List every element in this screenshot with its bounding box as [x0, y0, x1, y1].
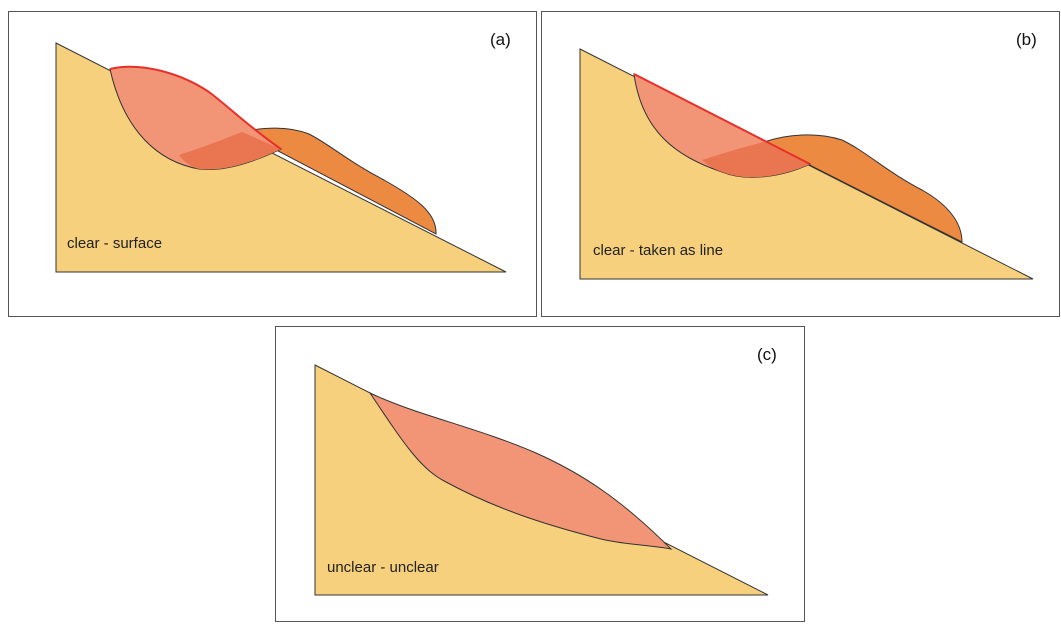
- panel-c-diagram: unclear - unclear: [314, 364, 769, 596]
- panel-a-diagram: clear - surface: [55, 42, 507, 273]
- panel-a: clear - surface (a): [8, 11, 537, 317]
- panel-b-diagram: clear - taken as line: [579, 48, 1034, 280]
- panel-b-label: (b): [1016, 30, 1037, 49]
- slide-overlap: [702, 142, 810, 178]
- rupture-line: [633, 73, 811, 165]
- panel-b-caption: clear - taken as line: [593, 242, 723, 259]
- panel-a-caption: clear - surface: [67, 235, 162, 252]
- panel-a-label: (a): [490, 30, 511, 49]
- panel-c-caption: unclear - unclear: [327, 559, 439, 576]
- slide-body: [368, 391, 673, 550]
- rupture-surface: [109, 65, 282, 150]
- slide-deposit: [762, 134, 963, 243]
- slide-deposit: [240, 127, 437, 235]
- panel-b: clear - taken as line (b): [541, 11, 1060, 317]
- panel-c: unclear - unclear (c): [275, 326, 805, 622]
- slide-overlap: [179, 132, 281, 170]
- panel-c-label: (c): [757, 345, 777, 364]
